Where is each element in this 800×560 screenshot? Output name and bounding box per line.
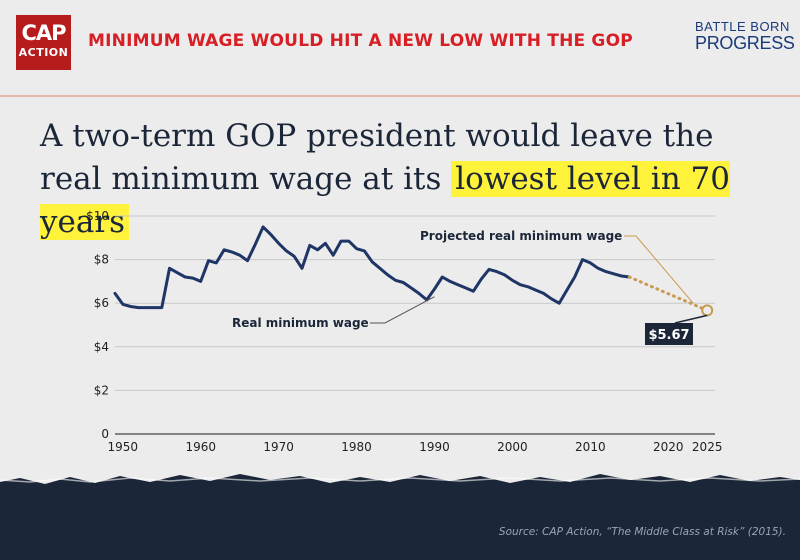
series-line-real-wage: [113, 225, 631, 310]
x-tick-label: 2010: [575, 440, 606, 454]
callout-pointer: [674, 314, 708, 324]
x-tick-label: 2020: [653, 440, 684, 454]
x-tick-label: 1980: [341, 440, 372, 454]
y-tick-label: $10: [86, 209, 109, 223]
cap-action-logo: CAP ACTION: [16, 15, 71, 70]
y-tick-label: 0: [101, 427, 109, 441]
banner-title: MINIMUM WAGE WOULD HIT A NEW LOW WITH TH…: [88, 31, 633, 51]
legend-label-real-wage: Real minimum wage: [232, 316, 369, 330]
cap-logo-subtext: ACTION: [18, 46, 69, 59]
callout-box: [645, 323, 693, 345]
y-tick-label: $2: [94, 383, 109, 397]
leader-line-projected-wage: [624, 235, 694, 304]
y-tick-label: $4: [94, 340, 109, 354]
x-tick-label: 1990: [419, 440, 450, 454]
bbp-logo-line2: PROGRESS: [695, 33, 795, 53]
series-line-projected-wage: [627, 275, 709, 312]
cap-logo-text: CAP: [21, 21, 66, 45]
x-tick-label: 1970: [263, 440, 294, 454]
x-tick-label: 2025: [692, 440, 723, 454]
footer-band: [0, 474, 800, 560]
x-tick-label: 2000: [497, 440, 528, 454]
headline: A two-term GOP president would leave the…: [40, 115, 780, 244]
battle-born-progress-logo: BATTLE BORN PROGRESS: [695, 20, 795, 53]
projected-endpoint-marker: [701, 304, 714, 317]
callout-value-label: $5.67: [648, 328, 689, 343]
y-tick-label: $8: [94, 253, 109, 267]
y-tick-label: $6: [94, 296, 109, 310]
source-note: Source: CAP Action, “The Middle Class at…: [498, 526, 786, 538]
legend-label-projected-wage: Projected real minimum wage: [420, 229, 622, 243]
minimum-wage-chart: 0 $2 $4 $6 $8 $10 1950 1960 1970 1980 1990 2000 2010…: [86, 209, 723, 454]
x-tick-label: 1950: [108, 440, 139, 454]
x-tick-label: 1960: [185, 440, 216, 454]
bbp-logo-line1: BATTLE BORN: [695, 19, 790, 34]
top-bar: CAP ACTION MINIMUM WAGE WOULD HIT A NEW …: [0, 0, 800, 97]
headline-text: A two-term GOP president would leave the…: [40, 118, 714, 197]
leader-line-real-wage: [370, 296, 435, 324]
